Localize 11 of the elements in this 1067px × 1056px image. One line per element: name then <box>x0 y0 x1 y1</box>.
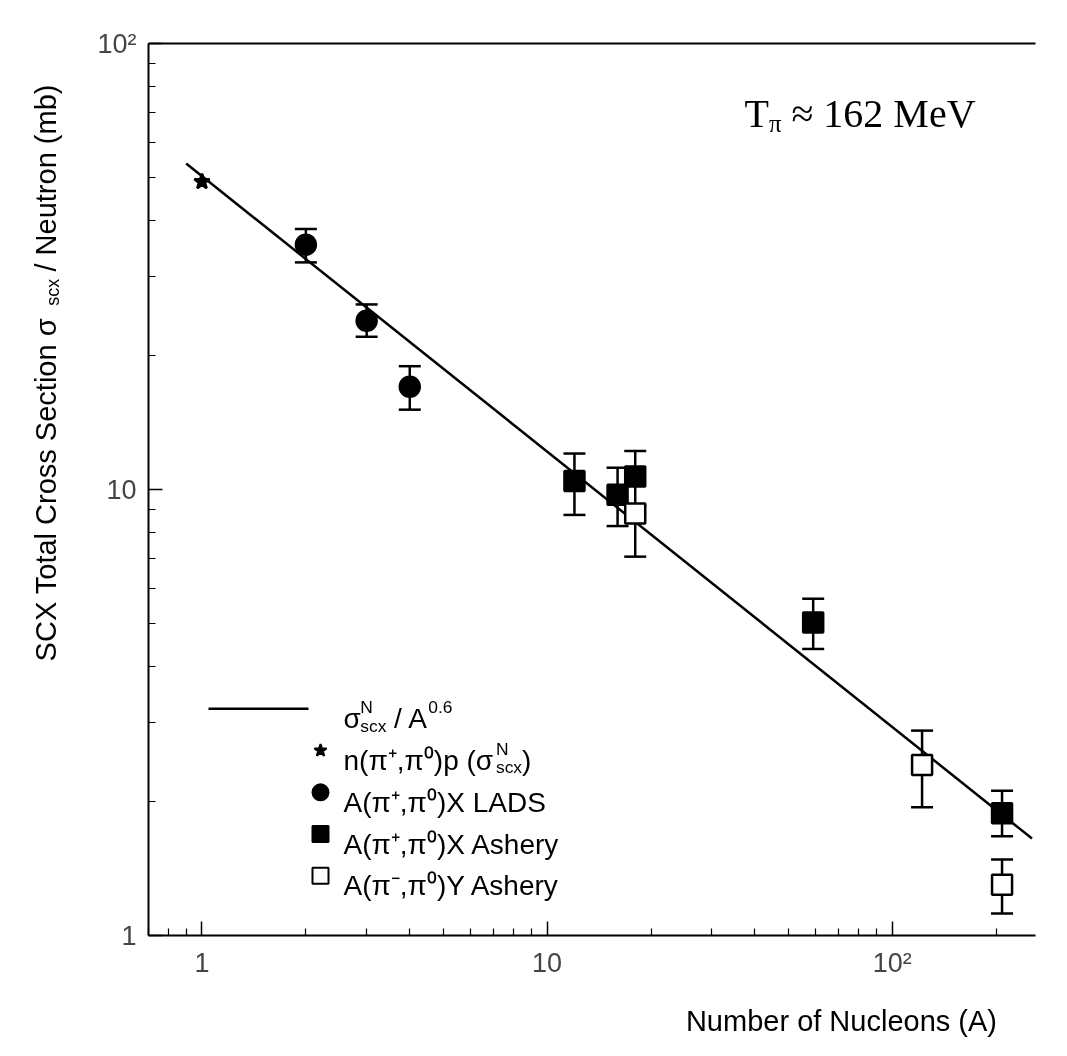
legend-label: A(π⁺,π⁰)X LADS <box>343 786 546 818</box>
y-axis-title: SCX Total Cross Section σscx / Neutron (mb) <box>29 84 63 662</box>
legend-label: A(π⁻,π⁰)Y Ashery <box>343 870 558 902</box>
x-tick-label: 10² <box>872 947 912 978</box>
y-tick-label: 1 <box>121 920 137 951</box>
x-axis-title: Number of Nucleons (A) <box>685 1004 997 1037</box>
legend-label: A(π⁺,π⁰)X Ashery <box>343 828 559 860</box>
y-tick-label: 10² <box>97 28 137 59</box>
x-tick-label: 10 <box>532 947 563 978</box>
x-tick-label: 1 <box>194 947 210 978</box>
y-tick-label: 10 <box>106 474 137 505</box>
